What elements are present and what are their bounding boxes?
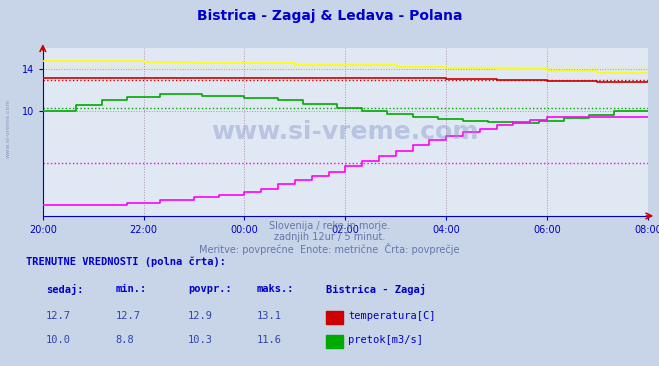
Text: 12.7: 12.7 bbox=[46, 311, 71, 321]
Text: www.si-vreme.com: www.si-vreme.com bbox=[212, 120, 479, 144]
Text: 10.0: 10.0 bbox=[46, 335, 71, 345]
Text: temperatura[C]: temperatura[C] bbox=[348, 311, 436, 321]
Text: min.:: min.: bbox=[115, 284, 146, 294]
Text: Bistrica - Zagaj: Bistrica - Zagaj bbox=[326, 284, 426, 295]
Text: pretok[m3/s]: pretok[m3/s] bbox=[348, 335, 423, 345]
Text: zadnjih 12ur / 5 minut.: zadnjih 12ur / 5 minut. bbox=[273, 232, 386, 242]
Text: Slovenija / reke in morje.: Slovenija / reke in morje. bbox=[269, 221, 390, 231]
Text: www.si-vreme.com: www.si-vreme.com bbox=[5, 98, 11, 158]
Text: 10.3: 10.3 bbox=[188, 335, 213, 345]
Text: maks.:: maks.: bbox=[257, 284, 295, 294]
Text: 12.9: 12.9 bbox=[188, 311, 213, 321]
Text: sedaj:: sedaj: bbox=[46, 284, 84, 295]
Text: TRENUTNE VREDNOSTI (polna črta):: TRENUTNE VREDNOSTI (polna črta): bbox=[26, 256, 226, 267]
Text: Bistrica - Zagaj & Ledava - Polana: Bistrica - Zagaj & Ledava - Polana bbox=[197, 9, 462, 23]
Text: povpr.:: povpr.: bbox=[188, 284, 231, 294]
Text: 8.8: 8.8 bbox=[115, 335, 134, 345]
Text: Meritve: povprečne  Enote: metrične  Črta: povprečje: Meritve: povprečne Enote: metrične Črta:… bbox=[199, 243, 460, 255]
Text: 12.7: 12.7 bbox=[115, 311, 140, 321]
Text: 11.6: 11.6 bbox=[257, 335, 282, 345]
Text: 13.1: 13.1 bbox=[257, 311, 282, 321]
